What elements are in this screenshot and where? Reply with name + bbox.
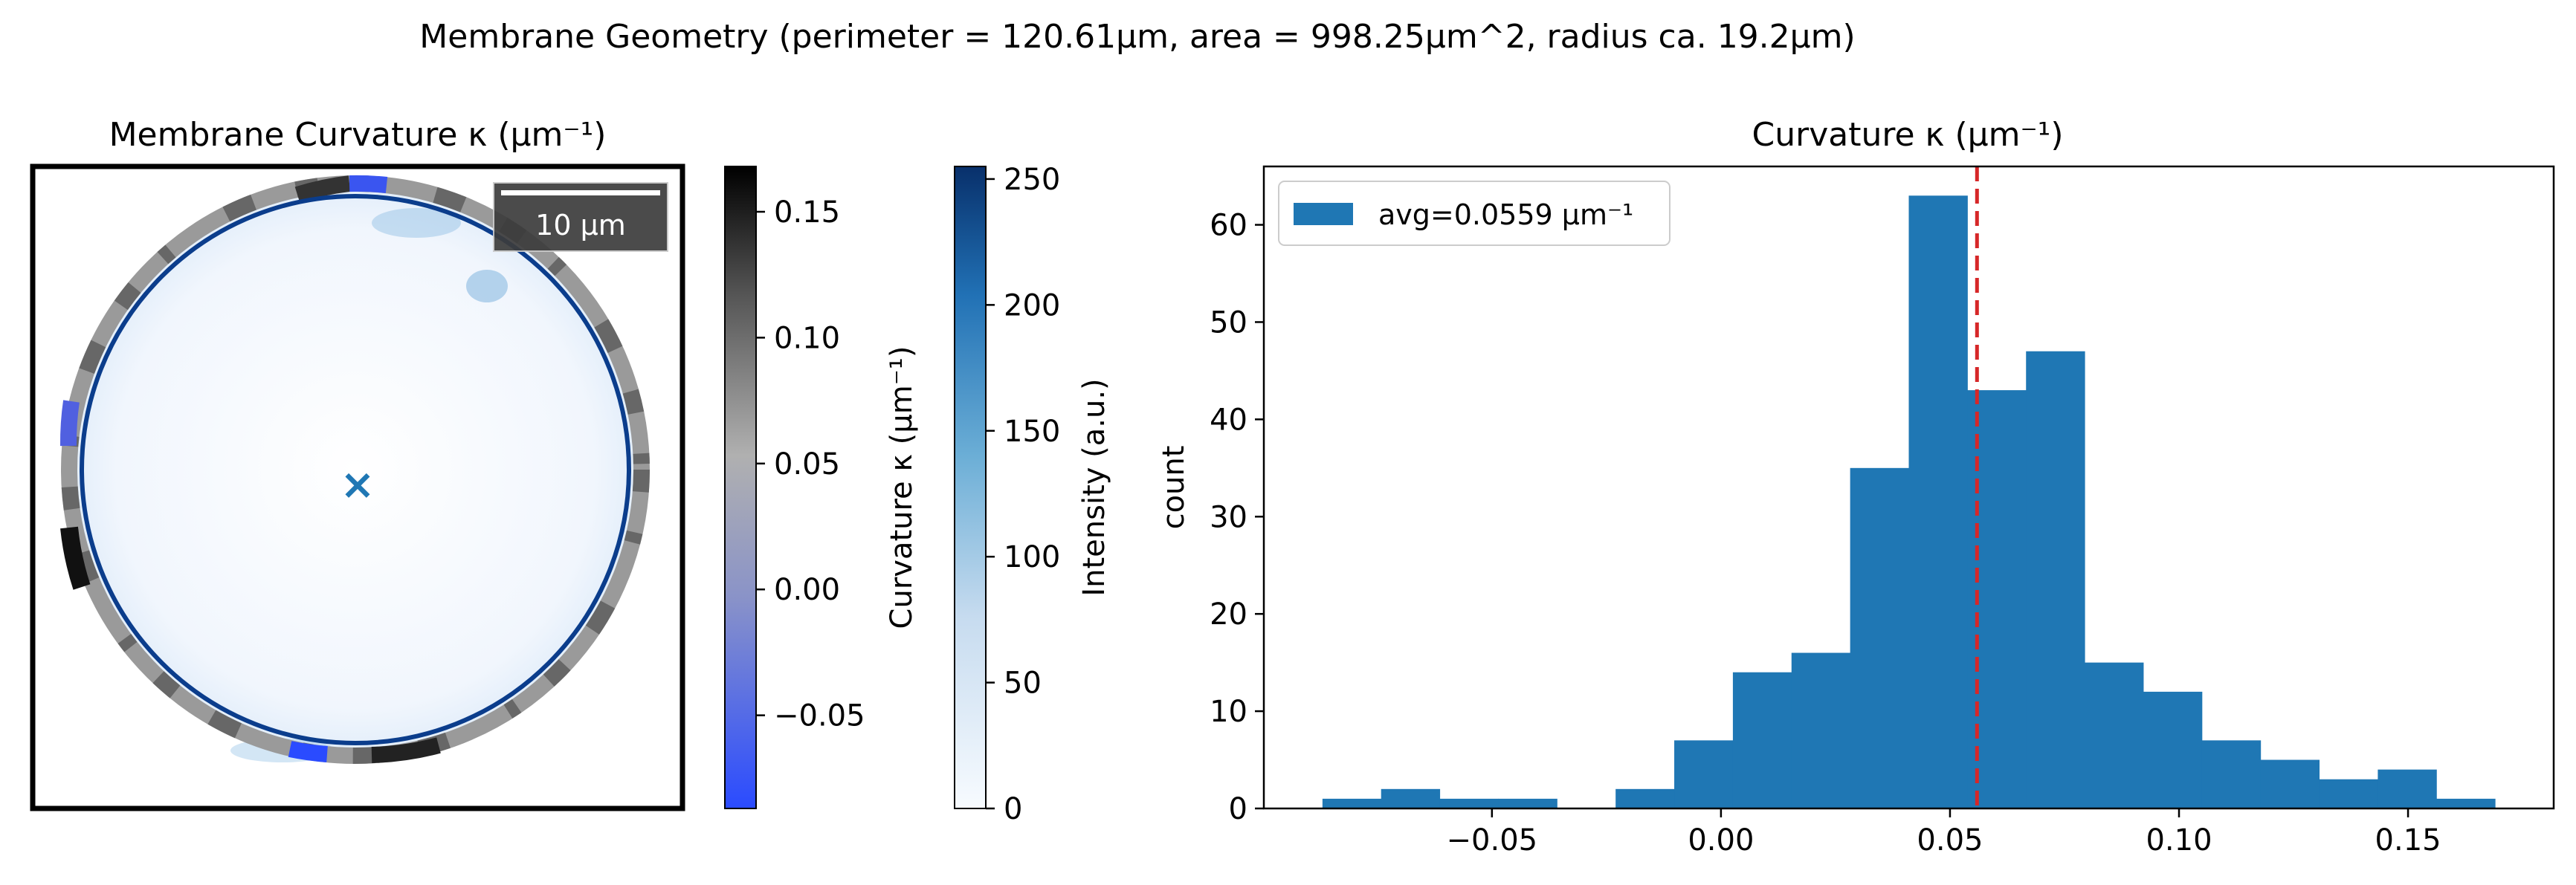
figure-suptitle: Membrane Geometry (perimeter = 120.61μm,… bbox=[419, 18, 1855, 56]
membrane-dark-segment bbox=[371, 737, 441, 763]
intensity-colorbar-tick-label: 150 bbox=[1004, 415, 1060, 449]
intensity-colorbar-tick-label: 200 bbox=[1004, 288, 1060, 322]
intensity-colorbar-tick-label: 0 bbox=[1004, 792, 1022, 826]
intensity-colorbar-tick-label: 250 bbox=[1004, 163, 1060, 197]
histogram-bar bbox=[1381, 788, 1441, 808]
histogram-bar bbox=[1791, 652, 1851, 808]
membrane-dark-segment bbox=[294, 175, 351, 203]
intensity-colorbar-tick-label: 100 bbox=[1004, 540, 1060, 574]
membrane-dark-segment bbox=[60, 526, 91, 590]
curvature-colorbar-tick-label: 0.10 bbox=[774, 321, 840, 355]
y-tick-label: 50 bbox=[1210, 305, 1247, 340]
histogram-bar bbox=[2143, 691, 2203, 808]
scalebar-label: 10 µm bbox=[535, 209, 626, 241]
intensity-patch bbox=[372, 208, 461, 238]
histogram-bar bbox=[2260, 759, 2320, 808]
histogram-title: Curvature κ (μm⁻¹) bbox=[1752, 116, 2064, 154]
cell-interior bbox=[74, 189, 636, 751]
y-tick-label: 30 bbox=[1210, 500, 1247, 534]
y-tick-label: 20 bbox=[1210, 597, 1247, 632]
legend-frame bbox=[1278, 181, 1670, 246]
image-panel-title: Membrane Curvature κ (μm⁻¹) bbox=[109, 116, 607, 154]
intensity-ring bbox=[80, 194, 631, 745]
histogram-bar bbox=[2436, 798, 2496, 808]
membrane-blue-segment bbox=[59, 400, 80, 447]
histogram-bar bbox=[2319, 779, 2378, 808]
histogram-bar bbox=[2378, 769, 2437, 808]
histogram-bar bbox=[1674, 740, 1734, 808]
intensity-colorbar-label: Intensity (a.u.) bbox=[1077, 378, 1111, 596]
curvature-colorbar-tick-label: −0.05 bbox=[774, 699, 865, 733]
histogram-bar bbox=[2085, 662, 2144, 808]
membrane-image: 10 µm × bbox=[33, 166, 682, 808]
intensity-colorbar-tick-label: 50 bbox=[1004, 667, 1042, 701]
membrane-outline-dashes bbox=[61, 175, 650, 764]
histogram-bar bbox=[1908, 195, 1968, 809]
histogram-bar bbox=[1850, 467, 1909, 808]
membrane-blue-segment bbox=[349, 175, 388, 193]
curvature-colorbar-tick-label: 0.05 bbox=[774, 447, 840, 482]
intensity-patch bbox=[466, 270, 508, 302]
x-tick-label: 0.00 bbox=[1688, 823, 1754, 858]
intensity-colorbar: 0 50 100 150 200 250 Intensity (a.u.) bbox=[954, 163, 1111, 826]
y-tick-label: 60 bbox=[1210, 209, 1247, 243]
intensity-colorbar-gradient bbox=[954, 166, 987, 809]
curvature-colorbar-tick-label: 0.15 bbox=[774, 195, 840, 230]
histogram-bar bbox=[1732, 672, 1792, 808]
x-tick-label: −0.05 bbox=[1447, 823, 1538, 858]
y-tick-label: 40 bbox=[1210, 403, 1247, 437]
histogram-legend: avg=0.0559 μm⁻¹ bbox=[1278, 181, 1670, 246]
curvature-colorbar-tick-label: 0.00 bbox=[774, 573, 840, 607]
center-marker: × bbox=[340, 461, 375, 509]
scalebar-line bbox=[501, 190, 660, 195]
histogram: Curvature κ (μm⁻¹) −0.05 0.00 0.05 0.10 0.15… bbox=[1157, 116, 2555, 858]
legend-label: avg=0.0559 μm⁻¹ bbox=[1378, 198, 1633, 231]
y-tick-label: 10 bbox=[1210, 695, 1247, 729]
y-tick-label: 0 bbox=[1229, 792, 1247, 826]
x-tick-label: 0.15 bbox=[2375, 823, 2441, 858]
curvature-colorbar-label: Curvature κ (μm⁻¹) bbox=[885, 346, 919, 629]
histogram-ylabel: count bbox=[1157, 446, 1191, 530]
histogram-bar bbox=[2026, 351, 2085, 808]
histogram-bar bbox=[1322, 798, 1382, 808]
histogram-bar bbox=[1615, 788, 1675, 808]
legend-swatch bbox=[1294, 203, 1353, 225]
x-tick-label: 0.10 bbox=[2146, 823, 2212, 858]
histogram-axes bbox=[1262, 165, 2555, 810]
histogram-bar bbox=[1498, 798, 1557, 808]
histogram-bar bbox=[2201, 740, 2262, 808]
x-tick-label: 0.05 bbox=[1917, 823, 1983, 858]
curvature-colorbar-gradient bbox=[724, 166, 757, 809]
image-frame bbox=[30, 163, 685, 811]
histogram-bar bbox=[1439, 798, 1499, 808]
membrane-blue-segment bbox=[288, 741, 328, 762]
curvature-colorbar: −0.05 0.00 0.05 0.10 0.15 Curvature κ (μm⁻¹) bbox=[724, 166, 919, 809]
